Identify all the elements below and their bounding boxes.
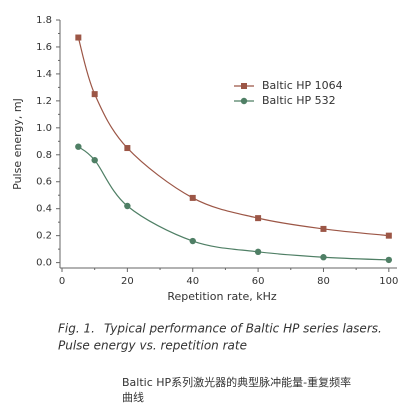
marker bbox=[124, 202, 131, 210]
marker bbox=[385, 232, 392, 239]
y-tick-label: 0.2 bbox=[36, 231, 52, 242]
marker bbox=[241, 83, 247, 89]
y-tick-label: 1.2 bbox=[36, 96, 52, 107]
marker bbox=[75, 143, 82, 150]
y-tick-label: 0.4 bbox=[36, 204, 52, 215]
y-tick-label: 0.6 bbox=[36, 177, 52, 188]
y-tick-label: 1.0 bbox=[36, 123, 52, 134]
y-tick-label: 0.8 bbox=[36, 150, 52, 161]
x-tick-label: 80 bbox=[317, 276, 330, 287]
marker bbox=[240, 97, 248, 105]
x-tick-label: 20 bbox=[121, 276, 134, 287]
marker bbox=[124, 145, 131, 152]
note-line: Baltic HP系列激光器的典型脉冲能量-重复频率 bbox=[122, 375, 351, 389]
legend-label: Baltic HP 1064 bbox=[262, 79, 343, 92]
caption-line: Pulse energy vs. repetition rate bbox=[58, 339, 247, 353]
marker bbox=[91, 156, 98, 164]
y-tick-label: 1.8 bbox=[36, 15, 52, 26]
marker bbox=[320, 254, 327, 261]
x-tick-label: 40 bbox=[186, 276, 199, 287]
y-tick-label: 1.4 bbox=[36, 69, 52, 80]
marker bbox=[189, 237, 196, 245]
caption-line: Typical performance of Baltic HP series … bbox=[104, 322, 382, 336]
series-line bbox=[77, 146, 389, 261]
caption-label: Fig. 1. bbox=[58, 322, 95, 336]
marker bbox=[385, 256, 393, 264]
y-tick-label: 1.6 bbox=[36, 42, 52, 53]
x-tick-label: 0 bbox=[59, 276, 65, 287]
marker bbox=[189, 194, 196, 201]
marker bbox=[75, 34, 82, 41]
x-axis-label: Repetition rate, kHz bbox=[167, 290, 277, 303]
note-line: 曲线 bbox=[122, 390, 144, 404]
legend-label: Baltic HP 532 bbox=[262, 94, 336, 107]
x-tick-label: 100 bbox=[379, 276, 398, 287]
y-tick-label: 0.0 bbox=[36, 258, 52, 269]
marker bbox=[320, 225, 327, 232]
x-tick-label: 60 bbox=[252, 276, 265, 287]
marker bbox=[255, 215, 262, 222]
marker bbox=[91, 91, 98, 98]
marker bbox=[254, 248, 262, 256]
y-axis-label: Pulse energy, mJ bbox=[11, 98, 24, 190]
